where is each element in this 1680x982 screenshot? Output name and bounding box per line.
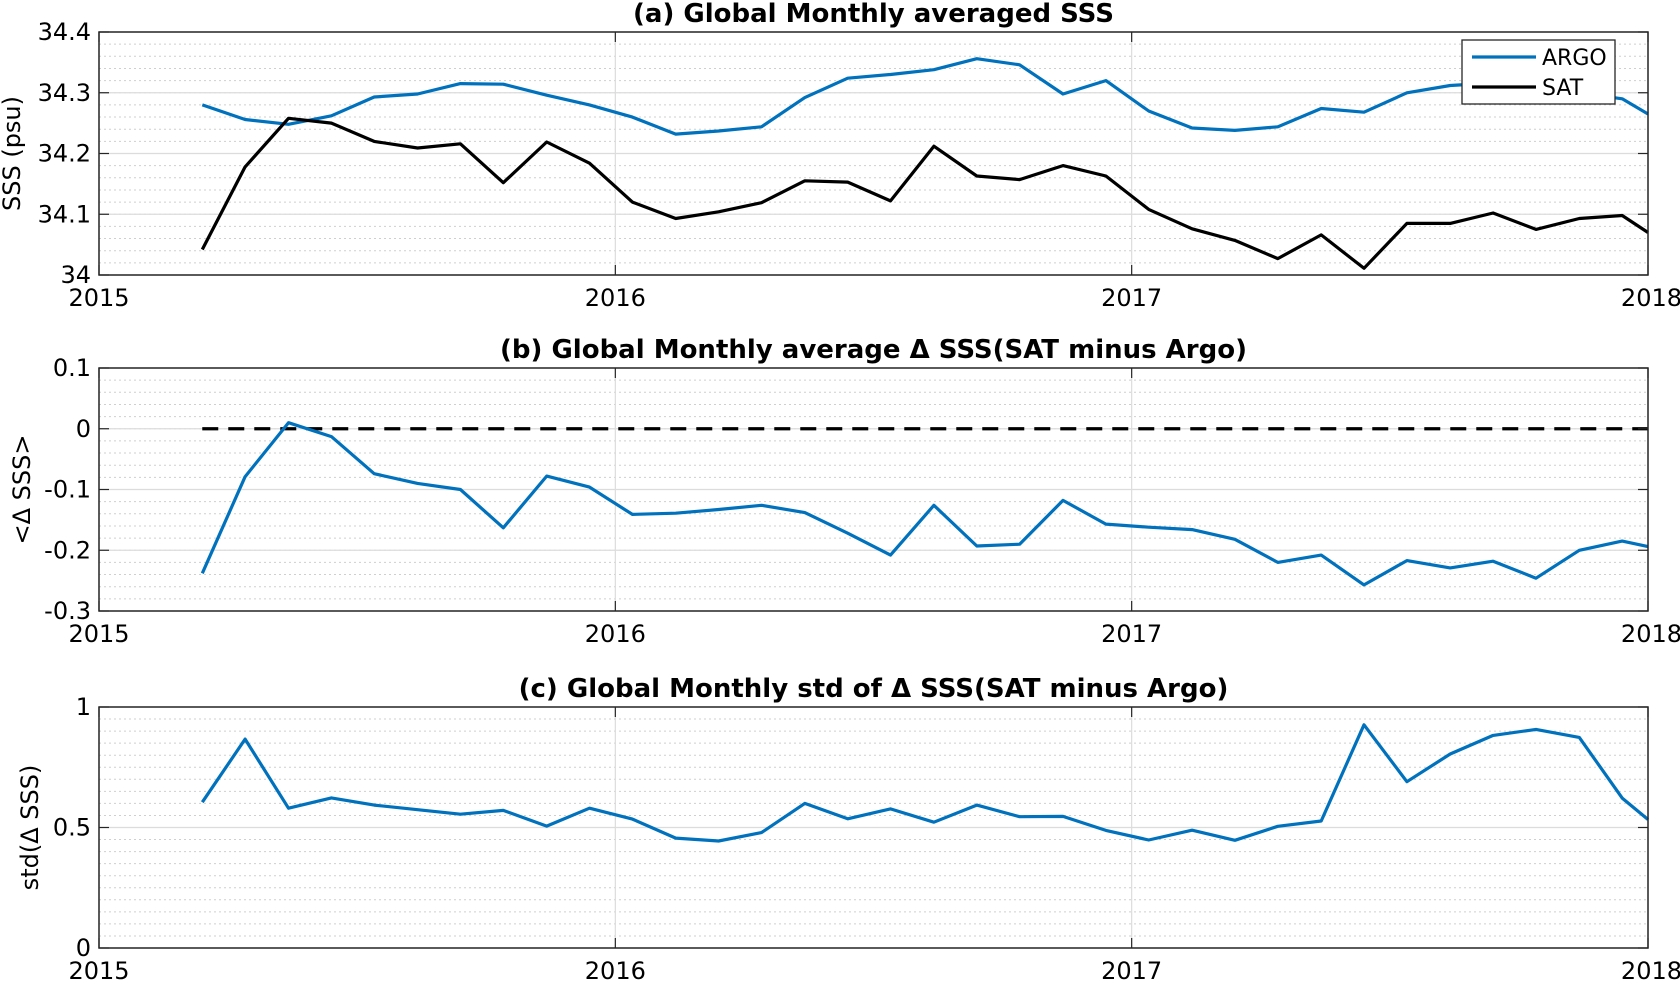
x-tick-label: 2017 [1101,284,1162,312]
y-tick-label: 34.1 [38,200,91,228]
legend-label: ARGO [1542,46,1607,71]
y-tick-label: 0 [76,934,91,962]
y-tick-label: 1 [76,693,91,721]
y-tick-label: 0 [76,415,91,443]
panel-c: 0 0.5 1 2015 2016 2017 2018 (c) Global Monthly … [16,674,1680,982]
x-tick-label: 2018 [1621,957,1680,982]
x-tick-label: 2017 [1101,620,1162,648]
y-axis-label: <Δ SSS> [8,435,36,545]
x-tick-label: 2015 [68,284,129,312]
y-axis-label: SSS (psu) [0,96,26,211]
legend-label: SAT [1542,76,1584,101]
y-axis-label: std(Δ SSS) [16,765,44,891]
x-tick-label: 2015 [68,620,129,648]
x-tick-label: 2016 [585,957,646,982]
chart-title: (b) Global Monthly average Δ SSS(SAT min… [500,335,1247,365]
panel-a: 34 34.1 34.2 34.3 34.4 2015 2016 2017 2018 (a) Gl… [0,0,1680,312]
argo-series-line [201,57,1649,136]
y-tick-label: -0.2 [44,536,91,564]
sat-series-line [200,116,1649,270]
y-tick-label: 34.2 [38,140,91,168]
x-tick-label: 2018 [1621,620,1680,648]
x-tick-label: 2015 [68,957,129,982]
y-tick-label: 34 [60,261,91,289]
y-tick-label: -0.3 [44,597,91,625]
series-0-series-line [200,723,1650,843]
x-tick-label: 2018 [1621,284,1680,312]
y-tick-label: 34.3 [38,79,91,107]
legend: ARGO SAT [1461,39,1616,105]
x-tick-label: 2017 [1101,957,1162,982]
series-0-series-line [200,421,1649,587]
y-tick-label: 0.1 [53,354,91,382]
y-tick-label: 34.4 [38,18,91,46]
x-tick-label: 2016 [585,284,646,312]
y-tick-label: 0.5 [53,814,91,842]
x-tick-label: 2016 [585,620,646,648]
y-tick-label: -0.1 [44,476,91,504]
panel-b: -0.3 -0.2 -0.1 0 0.1 2015 2016 2017 2018 (b) Glob… [8,335,1680,648]
chart-title: (c) Global Monthly std of Δ SSS(SAT minu… [519,674,1229,704]
chart-title: (a) Global Monthly averaged SSS [633,0,1114,29]
legend-box [1461,39,1616,105]
